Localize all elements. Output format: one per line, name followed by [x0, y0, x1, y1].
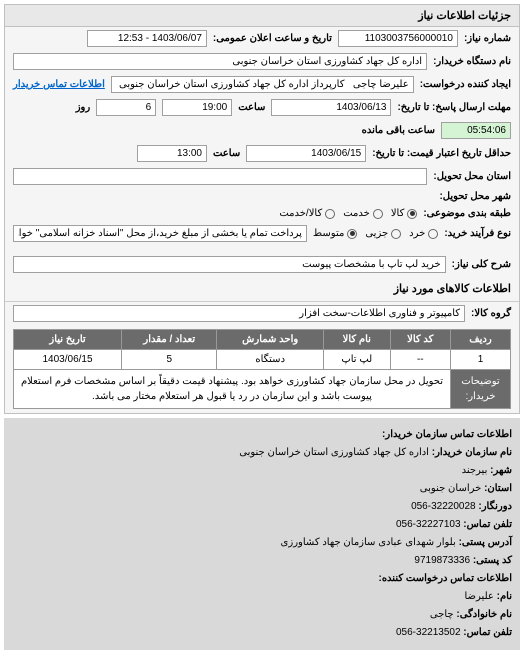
goods-group-input[interactable]: [13, 305, 465, 322]
goods-section-title: اطلاعات کالاهای مورد نیاز: [5, 276, 519, 302]
requester-input[interactable]: [111, 76, 414, 93]
budget-radio-2[interactable]: کالا/خدمت: [279, 208, 335, 219]
contact-phone-label: تلفن تماس:: [463, 519, 512, 530]
buyer-contact-link[interactable]: اطلاعات تماس خریدار: [13, 79, 105, 90]
table-row[interactable]: 1 -- لپ تاپ دستگاه 5 1403/06/15: [14, 350, 511, 370]
goods-group-label: گروه کالا:: [471, 308, 511, 319]
deadline-send-label: مهلت ارسال پاسخ: تا تاریخ:: [397, 102, 511, 113]
goods-table: ردیف کد کالا نام کالا واحد شمارش تعداد /…: [13, 329, 511, 409]
td-name: لپ تاپ: [323, 350, 390, 370]
announce-label: تاریخ و ساعت اعلان عمومی:: [213, 33, 332, 44]
contact-phone: 32227103-056: [396, 519, 461, 530]
contact-title: اطلاعات تماس سازمان خریدار:: [382, 429, 512, 440]
validity-label: حداقل تاریخ اعتبار قیمت: تا تاریخ:: [372, 148, 511, 159]
panel-title: جزئیات اطلاعات نیاز: [5, 5, 519, 27]
td-row: 1: [451, 350, 511, 370]
contact-city-label: شهر:: [490, 465, 512, 476]
contact-address-label: آدرس پستی:: [459, 537, 512, 548]
request-no-label: شماره نیاز:: [464, 33, 511, 44]
th-row: ردیف: [451, 330, 511, 350]
contact-family-label: نام خانوادگی:: [456, 609, 512, 620]
desc-label: توضیحات خریدار:: [451, 370, 511, 409]
deadline-time-input[interactable]: [162, 99, 232, 116]
req-contact-title: اطلاعات تماس درخواست کننده:: [378, 573, 512, 584]
process-radio-group: خرد جزیی متوسط: [313, 228, 438, 239]
desc-text: تحویل در محل سازمان جهاد کشاورزی خواهد ب…: [14, 370, 451, 409]
buyer-org-input[interactable]: [13, 53, 427, 70]
remaining-label: ساعت باقی مانده: [362, 125, 435, 136]
contact-section: اطلاعات تماس سازمان خریدار: نام سازمان خ…: [4, 418, 520, 650]
th-unit: واحد شمارش: [217, 330, 323, 350]
contact-name-label: نام:: [497, 591, 512, 602]
deadline-day-input[interactable]: [96, 99, 156, 116]
budget-radio-1[interactable]: خدمت: [343, 208, 383, 219]
contact-province-label: استان:: [484, 483, 512, 494]
td-qty: 5: [122, 350, 217, 370]
contact-fax-label: دورنگار:: [478, 501, 512, 512]
summary-label: شرح کلی نیاز:: [452, 259, 511, 270]
contact-province: خراسان جنوبی: [420, 483, 482, 494]
validity-time-label: ساعت: [213, 148, 240, 159]
contact-postal-label: کد پستی:: [473, 555, 512, 566]
td-code: --: [390, 350, 450, 370]
contact-family: چاجی: [430, 609, 454, 620]
td-date: 1403/06/15: [14, 350, 122, 370]
validity-time-input[interactable]: [137, 145, 207, 162]
budget-radio-group: کالا خدمت کالا/خدمت: [279, 208, 417, 219]
process-note-input: [13, 225, 307, 242]
deadline-time-label: ساعت: [238, 102, 265, 113]
process-radio-0[interactable]: خرد: [409, 228, 438, 239]
budget-type-label: طبقه بندی موضوعی:: [423, 208, 511, 219]
contact-name: علیرضا: [465, 591, 494, 602]
table-header-row: ردیف کد کالا نام کالا واحد شمارش تعداد /…: [14, 330, 511, 350]
deadline-date-input[interactable]: [271, 99, 391, 116]
contact-city: بیرجند: [462, 465, 488, 476]
remaining-input: [441, 122, 511, 139]
city-label: شهر محل تحویل:: [439, 191, 511, 202]
td-unit: دستگاه: [217, 350, 323, 370]
contact-postal: 9719873336: [414, 555, 470, 566]
requester-label: ایجاد کننده درخواست:: [420, 79, 511, 90]
buyer-org-label: نام دستگاه خریدار:: [433, 56, 511, 67]
process-radio-2[interactable]: متوسط: [313, 228, 357, 239]
main-panel: جزئیات اطلاعات نیاز شماره نیاز: تاریخ و …: [4, 4, 520, 414]
contact-address: بلوار شهدای عبادی سازمان جهاد کشاورزی: [281, 537, 456, 548]
deadline-day-label: روز: [76, 102, 91, 113]
th-name: نام کالا: [323, 330, 390, 350]
req-phone-label: تلفن تماس:: [463, 627, 512, 638]
request-no-input[interactable]: [338, 30, 458, 47]
contact-org-label: نام سازمان خریدار:: [432, 447, 512, 458]
contact-fax: 32220028-056: [411, 501, 476, 512]
announce-input[interactable]: [87, 30, 207, 47]
th-qty: تعداد / مقدار: [122, 330, 217, 350]
province-label: استان محل تحویل:: [433, 171, 511, 182]
th-date: تاریخ نیاز: [14, 330, 122, 350]
contact-org: اداره کل جهاد کشاورزی استان خراسان جنوبی: [239, 447, 429, 458]
province-input[interactable]: [13, 168, 427, 185]
process-type-label: نوع فرآیند خرید:: [444, 228, 511, 239]
desc-row: توضیحات خریدار: تحویل در محل سازمان جهاد…: [14, 370, 511, 409]
summary-input[interactable]: [13, 256, 446, 273]
validity-date-input[interactable]: [246, 145, 366, 162]
process-radio-1[interactable]: جزیی: [365, 228, 401, 239]
th-code: کد کالا: [390, 330, 450, 350]
req-phone: 32213502-056: [396, 627, 461, 638]
budget-radio-0[interactable]: کالا: [391, 208, 418, 219]
